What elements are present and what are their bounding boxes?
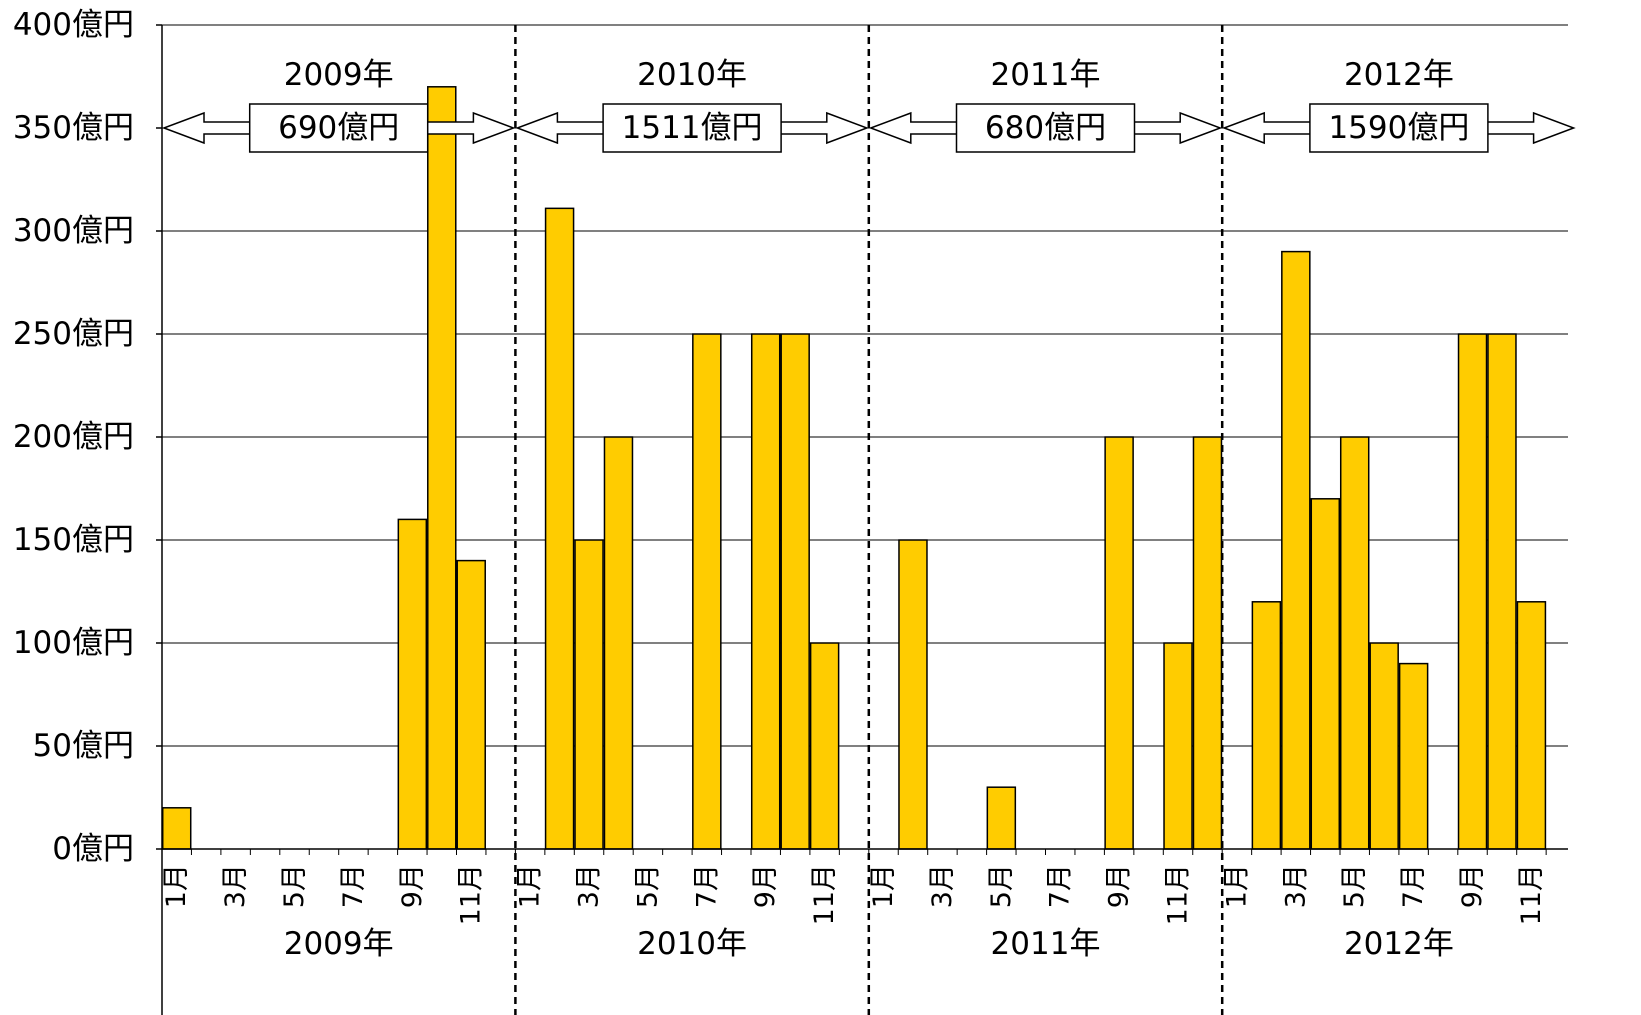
- x-tick-label: 1月: [868, 864, 899, 908]
- x-year-label: 2011年: [991, 926, 1101, 962]
- year-total-label: 680億円: [985, 110, 1106, 146]
- bar-2010年-9: [750, 333, 781, 850]
- bar-2012年-4: [1310, 498, 1341, 850]
- year-total-box: [955, 103, 1136, 153]
- year-total-box: [602, 103, 782, 153]
- x-tick-label: 9月: [397, 864, 428, 908]
- x-tick-label: 7月: [1045, 864, 1076, 908]
- x-tick-label: 3月: [927, 864, 958, 908]
- bar-2012年-11: [1516, 601, 1547, 850]
- x-tick-label: 3月: [220, 864, 251, 908]
- y-tick-label: 50億円: [33, 728, 134, 764]
- x-tick-label: 11月: [456, 864, 487, 925]
- axes: [156, 24, 1568, 1015]
- x-axis-month-labels: 1月 3月 5月 7月 9月 11月 1月 3月 5月 7月 9月 11月 1月 3月 5月 7月 9月 11月 1…: [161, 864, 1547, 925]
- x-year-label: 2012年: [1344, 926, 1454, 962]
- year-total-box: [248, 103, 429, 153]
- y-tick-label: 300億円: [13, 213, 134, 249]
- bar-2012年-6: [1369, 642, 1399, 850]
- x-tick-label: 11月: [1163, 864, 1194, 925]
- year-labels: 2009年 2009年 2010年 2010年 2011年 2011年 2012年 2012年: [284, 57, 1454, 962]
- y-tick-label: 350億円: [13, 110, 134, 146]
- y-tick-label: 400億円: [13, 7, 134, 43]
- year-total-arrows: 690億円 1511億円 680億円 1590億円: [161, 103, 1576, 153]
- bar-2012年-2: [1251, 601, 1282, 850]
- y-axis-tick-labels: 0億円 50億円 100億円 150億円 200億円 250億円 300億円 350億円 400…: [13, 7, 134, 867]
- bars: [161, 86, 1547, 850]
- x-tick-label: 5月: [279, 864, 310, 908]
- top-year-label: 2011年: [991, 57, 1101, 93]
- bar-2010年-4: [603, 436, 634, 850]
- year-total-label: 690億円: [278, 110, 399, 146]
- x-tick-label: 5月: [1339, 864, 1370, 908]
- x-tick-label: 9月: [1457, 864, 1488, 908]
- bar-2010年-11: [809, 642, 840, 850]
- x-tick-label: 11月: [809, 864, 840, 925]
- x-tick-label: 7月: [338, 864, 369, 908]
- x-tick-label: 9月: [750, 864, 781, 908]
- x-tick-label: 5月: [986, 864, 1017, 908]
- bar-2010年-3: [574, 539, 604, 850]
- bar-2011年-11: [1163, 642, 1193, 850]
- bar-2012年-10: [1487, 333, 1517, 850]
- bar-2012年-5: [1339, 436, 1370, 850]
- x-tick-label: 5月: [632, 864, 663, 908]
- bar-2012年-3: [1281, 250, 1311, 850]
- y-tick-label: 200億円: [13, 419, 134, 455]
- bar-2011年-12: [1192, 436, 1223, 850]
- x-tick-label: 1月: [515, 864, 546, 908]
- x-tick-label: 1月: [161, 864, 192, 908]
- bar-2012年-9: [1457, 333, 1488, 850]
- y-tick-label: 150億円: [13, 522, 134, 558]
- year-dividers: [514, 25, 1224, 1015]
- bar-2011年-5: [986, 786, 1017, 850]
- bar-2012年-7: [1398, 662, 1429, 850]
- bar-2009年-9: [397, 518, 428, 850]
- x-tick-label: 11月: [1516, 864, 1547, 925]
- y-tick-label: 100億円: [13, 625, 134, 661]
- x-year-label: 2010年: [637, 926, 747, 962]
- x-year-label: 2009年: [284, 926, 394, 962]
- top-year-label: 2009年: [284, 57, 394, 93]
- year-total-label: 1511億円: [622, 110, 763, 146]
- year-total-box: [1309, 103, 1489, 153]
- x-tick-label: 9月: [1104, 864, 1135, 908]
- x-tick-label: 3月: [1280, 864, 1311, 908]
- bar-2010年-7: [692, 333, 722, 850]
- bar-2010年-2: [544, 207, 575, 850]
- x-tick-label: 7月: [691, 864, 722, 908]
- bar-2009年-11: [456, 559, 486, 850]
- bar-2009年-10: [427, 86, 457, 850]
- bar-2011年-2: [898, 539, 928, 850]
- x-tick-label: 7月: [1398, 864, 1429, 908]
- top-year-label: 2010年: [637, 57, 747, 93]
- top-year-label: 2012年: [1344, 57, 1454, 93]
- bar-2011年-9: [1104, 436, 1134, 850]
- y-tick-label: 250億円: [13, 316, 134, 352]
- year-total-label: 1590億円: [1328, 110, 1469, 146]
- x-tick-label: 3月: [574, 864, 605, 908]
- bar-2010年-10: [780, 333, 810, 850]
- x-tick-label: 1月: [1221, 864, 1252, 908]
- bar-2009年-1: [161, 807, 192, 850]
- y-tick-label: 0億円: [52, 831, 134, 867]
